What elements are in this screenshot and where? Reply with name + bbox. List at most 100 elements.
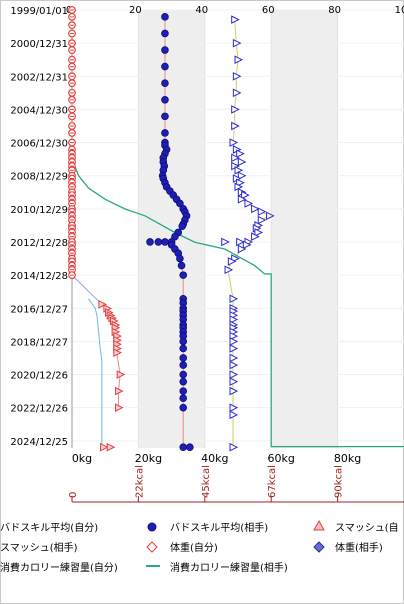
data-point-weight-opp (236, 149, 245, 158)
series-line-cal-self (88, 298, 103, 448)
data-point-weight-opp (229, 331, 239, 341)
data-point-skill-opp (161, 95, 169, 104)
y-tick-label: 2008/12/29 (10, 172, 68, 183)
data-point-smash-self (114, 386, 124, 396)
legend-item-weight-opp: 体重(相手) (335, 539, 383, 554)
y-tick-label: 2000/12/31 (10, 39, 68, 50)
data-point-weight-opp (229, 138, 239, 147)
data-point-skill-opp (161, 79, 169, 87)
y-tick-label: 2014/12/28 (10, 271, 68, 282)
shaded-band (271, 10, 338, 448)
legend-label: バドスキル平均(相手) (170, 523, 269, 534)
data-point-skill-opp (179, 370, 188, 379)
legend-item-smash-self: スマッシュ(自 (335, 519, 399, 534)
y-tick-label: 2010/12/29 (10, 205, 68, 216)
data-point-weight-opp (237, 194, 247, 204)
legend-item-smash-opp: スマッシュ(相手) (0, 539, 78, 554)
data-point-weight-opp (236, 178, 245, 188)
calorie-tick-label: 90kcal (334, 465, 345, 498)
data-point-weight-opp (237, 157, 247, 167)
data-point-weight-opp (257, 207, 267, 216)
data-point-weight-opp (231, 153, 240, 163)
data-point-skill-opp (179, 403, 188, 412)
data-point-smash-self (116, 370, 126, 379)
x-bottom-tick-label: 0kg (72, 452, 92, 465)
data-point-weight-opp (257, 215, 267, 225)
data-point-weight-opp (229, 377, 239, 386)
data-point-skill-opp (176, 254, 184, 263)
data-point-skill-opp (179, 354, 188, 362)
data-point-weight-opp (266, 211, 275, 221)
data-point-skill-opp (161, 62, 169, 71)
y-tick-label: 2018/12/27 (10, 337, 68, 348)
data-point-weight-opp (229, 410, 239, 420)
y-tick-label: 1999/01/01 (10, 6, 68, 17)
data-point-skill-opp (161, 129, 169, 137)
legend-symbol-skill-opp (147, 522, 157, 532)
data-point-weight-opp (234, 55, 244, 65)
data-point-weight-opp (229, 294, 239, 304)
y-tick-label: 2016/12/27 (10, 304, 68, 315)
data-point-weight-opp (232, 38, 242, 48)
legend-item-cal-opp: 消費カロリー練習量(相手) (170, 559, 288, 574)
data-point-skill-opp (179, 387, 188, 395)
x-top-tick-label: 10 (395, 5, 404, 16)
x-top-tick-label: 80 (328, 5, 341, 16)
data-point-skill-opp (161, 112, 169, 121)
data-point-skill-opp (161, 13, 169, 21)
legend-item-weight-self: 体重(自分) (170, 539, 218, 554)
data-point-skill-opp (176, 199, 184, 208)
data-point-weight-opp (231, 15, 240, 24)
data-point-weight-opp (229, 360, 239, 370)
y-tick-label: 2012/12/28 (10, 238, 68, 249)
legend-item-skill-opp: バドスキル平均(相手) (170, 519, 268, 534)
data-point-weight-opp (242, 240, 252, 250)
calorie-tick-label: 67kcal (267, 465, 278, 498)
data-point-weight-opp (251, 232, 260, 241)
data-point-smash-self (113, 348, 122, 357)
data-point-skill-opp (186, 443, 194, 452)
data-point-weight-opp (231, 105, 240, 114)
data-point-weight-opp (251, 204, 260, 214)
data-point-skill-opp (179, 344, 188, 353)
data-point-skill-opp (161, 29, 169, 38)
x-bottom-tick-label: 80kg (334, 452, 361, 465)
data-point-skill-opp (179, 271, 188, 279)
legend-symbol-smash-self (313, 520, 325, 531)
y-tick-label: 2004/12/30 (10, 105, 68, 116)
data-point-skill-opp (177, 261, 186, 270)
data-point-smash-self (98, 300, 107, 309)
data-point-weight-opp (237, 244, 247, 254)
series-line-cal-opp (71, 158, 404, 448)
data-point-weight-opp (229, 337, 239, 346)
calorie-tick-label: 0 (68, 492, 79, 498)
data-point-smash-self (114, 403, 124, 412)
legend: バドスキル平均(自分) バドスキル平均(相手) スマッシュ(自 スマッシュ(相手… (0, 515, 404, 575)
legend-symbol-cal-opp (146, 565, 160, 567)
data-point-skill-opp (178, 222, 187, 230)
x-bottom-tick-label: 60kg (268, 452, 295, 465)
calorie-tick-label: 22kcal (134, 465, 145, 498)
y-tick-label: 2022/12/26 (10, 404, 68, 415)
data-point-skill-opp (179, 443, 188, 452)
legend-symbol-weight-self (146, 541, 158, 553)
data-point-skill-opp (161, 238, 169, 246)
data-point-weight-opp (224, 265, 234, 275)
data-point-skill-opp (179, 394, 188, 403)
data-point-weight-opp (229, 353, 239, 363)
legend-label: 体重(相手) (335, 543, 383, 554)
data-point-weight-opp (254, 228, 264, 237)
x-top-tick-label: 60 (262, 5, 275, 16)
data-point-weight-opp (229, 386, 239, 396)
x-top-tick-label: 40 (195, 5, 208, 16)
data-point-skill-opp (179, 377, 188, 386)
legend-item-skill-self: バドスキル平均(自分) (0, 519, 98, 534)
legend-symbol-weight-opp (313, 541, 325, 553)
data-point-weight-opp (237, 171, 247, 181)
data-point-weight-opp (232, 71, 242, 81)
calorie-tick-label: 45kcal (201, 465, 212, 498)
legend-label: 体重(自分) (170, 543, 218, 554)
data-point-smash-self (106, 442, 116, 452)
shaded-band (138, 10, 205, 448)
